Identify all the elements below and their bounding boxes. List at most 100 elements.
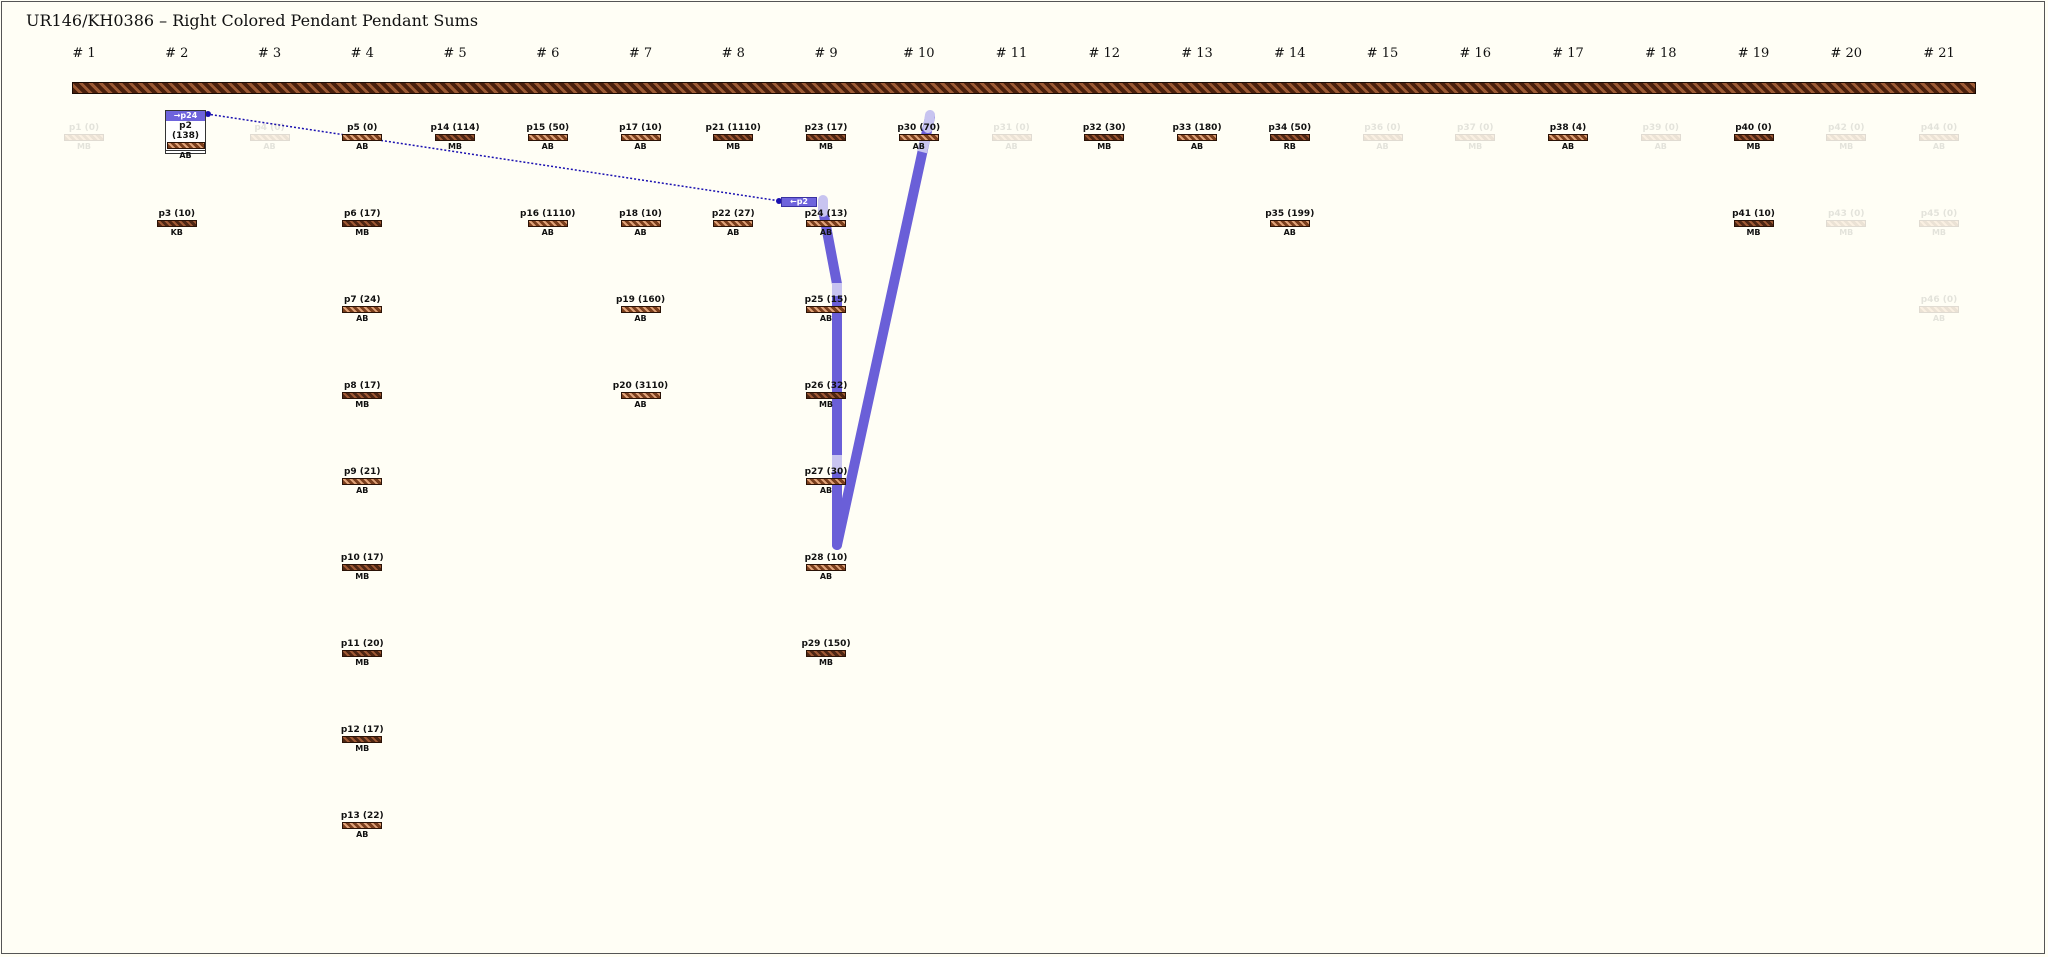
pendant-bar xyxy=(527,220,568,227)
pendant-label: p4 (0) xyxy=(254,123,285,133)
pendant-p19[interactable]: p19 (160) AB xyxy=(601,295,681,324)
pendant-p43[interactable]: p43 (0) MB xyxy=(1806,209,1886,238)
pendant-label: p18 (10) xyxy=(619,209,662,219)
pendant-p36[interactable]: p36 (0) AB xyxy=(1343,123,1423,152)
pendant-p28[interactable]: p28 (10) AB xyxy=(786,553,866,582)
pendant-bar xyxy=(435,134,475,141)
pendant-p12[interactable]: p12 (17) MB xyxy=(322,725,402,754)
pendant-p25[interactable]: p25 (15) AB xyxy=(786,295,866,324)
pendant-p16[interactable]: p16 (1110) AB xyxy=(508,209,588,238)
link-endpoint-p24 xyxy=(776,198,782,204)
pendant-code: AB xyxy=(819,228,833,237)
pendant-p1[interactable]: p1 (0) MB xyxy=(44,123,124,152)
pendant-code: MB xyxy=(818,400,834,409)
pendant-label: p14 (114) xyxy=(430,123,480,133)
pendant-code: AB xyxy=(1932,142,1946,151)
pendant-code: MB xyxy=(726,142,741,151)
pendant-p17[interactable]: p17 (10) AB xyxy=(601,123,681,152)
column-header-14: # 14 xyxy=(1273,46,1306,61)
pendant-bar xyxy=(1919,134,1959,141)
pendant-p35[interactable]: p35 (199) AB xyxy=(1250,209,1330,238)
page-title: UR146/KH0386 – Right Colored Pendant Pen… xyxy=(26,11,479,30)
pendant-code: AB xyxy=(541,228,554,237)
pendant-p14[interactable]: p14 (114) MB xyxy=(415,123,495,152)
pendant-p5[interactable]: p5 (0) AB xyxy=(322,123,402,152)
pendant-bar xyxy=(342,220,383,227)
pendant-bar xyxy=(1640,134,1681,141)
column-header-19: # 19 xyxy=(1737,46,1770,61)
pendant-p20[interactable]: p20 (3110) AB xyxy=(601,381,681,410)
pendant-p39[interactable]: p39 (0) AB xyxy=(1621,123,1701,152)
pendant-label: p27 (30) xyxy=(804,467,848,477)
pendant-p15[interactable]: p15 (50) AB xyxy=(508,123,588,152)
pendant-p40[interactable]: p40 (0) MB xyxy=(1714,123,1794,152)
pendant-code: MB xyxy=(1468,142,1483,151)
pendant-p34[interactable]: p34 (50) RB xyxy=(1250,123,1330,152)
link-line-p2-p24 xyxy=(206,113,781,202)
pendant-p44[interactable]: p44 (0) AB xyxy=(1899,123,1979,152)
pendant-bar xyxy=(64,134,104,141)
pendant-code: MB xyxy=(1839,142,1854,151)
pendant-p26[interactable]: p26 (32) MB xyxy=(786,381,866,410)
pendant-p38[interactable]: p38 (4) AB xyxy=(1528,123,1608,152)
pendant-code: AB xyxy=(819,314,833,323)
pendant-code: AB xyxy=(1376,142,1389,151)
pendant-p32[interactable]: p32 (30) MB xyxy=(1064,123,1144,152)
pendant-p21[interactable]: p21 (1110) MB xyxy=(693,123,773,152)
pendant-p9[interactable]: p9 (21) AB xyxy=(322,467,402,496)
pendant-p31[interactable]: p31 (0) AB xyxy=(972,123,1052,152)
pendant-code: AB xyxy=(1654,142,1667,151)
pendant-p10[interactable]: p10 (17) MB xyxy=(322,553,402,582)
pendant-bar xyxy=(1548,134,1588,141)
pendant-p27[interactable]: p27 (30) AB xyxy=(786,467,866,496)
primary-cord xyxy=(72,82,1976,94)
pendant-p6[interactable]: p6 (17) MB xyxy=(322,209,402,238)
pendant-bar xyxy=(249,134,290,141)
pendant-code: AB xyxy=(356,142,369,151)
pendant-p42[interactable]: p42 (0) MB xyxy=(1806,123,1886,152)
pendant-p23[interactable]: p23 (17) MB xyxy=(786,123,866,152)
pendant-label: p40 (0) xyxy=(1735,123,1772,133)
pendant-p45[interactable]: p45 (0) MB xyxy=(1899,209,1979,238)
pendant-code: AB xyxy=(263,142,276,151)
pendant-p33[interactable]: p33 (180) AB xyxy=(1157,123,1237,152)
pendant-code: MB xyxy=(1746,142,1761,151)
pendant-p46[interactable]: p46 (0) AB xyxy=(1899,295,1979,324)
pendant-p2-highlight[interactable]: →p24 p2 (138) AB xyxy=(165,110,206,160)
pendant-code: AB xyxy=(634,228,647,237)
column-header-5: # 5 xyxy=(443,46,467,61)
pendant-bar xyxy=(342,392,383,399)
pendant-p41[interactable]: p41 (10) MB xyxy=(1714,209,1794,238)
pendant-bar xyxy=(1733,134,1774,141)
pendant-code: AB xyxy=(356,486,369,495)
pendant-p4[interactable]: p4 (0) AB xyxy=(230,123,310,152)
pendant-label: p20 (3110) xyxy=(612,381,669,391)
pendant-code: AB xyxy=(356,830,369,839)
pendant-p24[interactable]: p24 (13) AB xyxy=(786,209,866,238)
pendant-label: p28 (10) xyxy=(804,553,848,563)
pendant-p22[interactable]: p22 (27) AB xyxy=(693,209,773,238)
pendant-p30[interactable]: p30 (70) AB xyxy=(879,123,959,152)
link-tag-to-p24[interactable]: →p24 xyxy=(166,111,205,121)
pendant-p11[interactable]: p11 (20) MB xyxy=(322,639,402,668)
pendant-code: AB xyxy=(634,314,647,323)
pendant-code: MB xyxy=(818,142,834,151)
sum-path-highlight-p30 xyxy=(923,110,935,133)
pendant-bar xyxy=(166,142,205,149)
pendant-label: p41 (10) xyxy=(1732,209,1775,219)
link-tag-from-p2[interactable]: ←p2 xyxy=(781,197,817,207)
pendant-bar xyxy=(1733,220,1774,227)
pendant-p37[interactable]: p37 (0) MB xyxy=(1435,123,1515,152)
pendant-label: p46 (0) xyxy=(1920,295,1958,305)
pendant-p7[interactable]: p7 (24) AB xyxy=(322,295,402,324)
pendant-p8[interactable]: p8 (17) MB xyxy=(322,381,402,410)
pendant-bar xyxy=(898,134,939,141)
pendant-p29[interactable]: p29 (150) MB xyxy=(786,639,866,668)
pendant-bar xyxy=(156,220,197,227)
pendant-p3[interactable]: p3 (10) KB xyxy=(137,209,217,238)
pendant-bar xyxy=(806,478,846,485)
pendant-bar xyxy=(806,564,846,571)
pendant-p18[interactable]: p18 (10) AB xyxy=(601,209,681,238)
pendant-p13[interactable]: p13 (22) AB xyxy=(322,811,402,840)
